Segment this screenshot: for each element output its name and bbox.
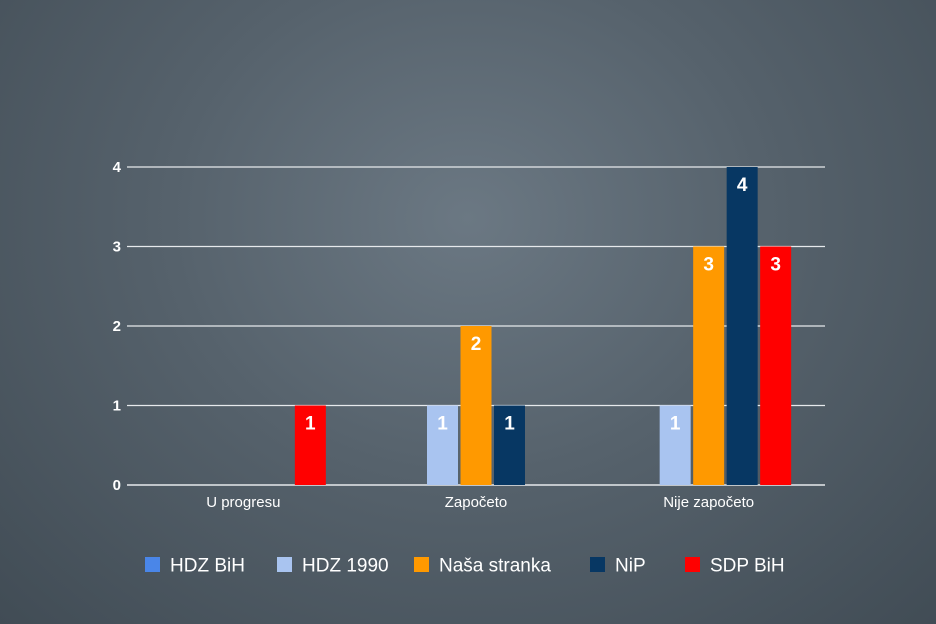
y-tick-label: 1: [113, 398, 121, 415]
x-tick-label: Nije započeto: [663, 494, 754, 511]
data-label: 3: [770, 255, 781, 276]
data-label: 1: [437, 414, 448, 435]
bars: 1 1 2 1 1 3 4 3: [294, 167, 792, 485]
bar: [760, 246, 792, 485]
legend-entry: NiP: [615, 556, 646, 577]
y-tick-label: 4: [113, 159, 122, 176]
bar: [693, 246, 725, 485]
x-tick-label: U progresu: [206, 494, 280, 511]
x-axis: U progresu Započeto Nije započeto: [206, 494, 754, 511]
data-label: 1: [504, 414, 515, 435]
data-label: 3: [703, 255, 714, 276]
bar: [294, 405, 326, 485]
legend-swatch: [685, 557, 700, 572]
x-tick-label: Započeto: [445, 494, 508, 511]
data-label: 4: [737, 175, 748, 196]
data-label: 1: [670, 414, 681, 435]
legend-swatch: [277, 557, 292, 572]
y-axis: 0 1 2 3 4: [113, 159, 122, 494]
legend: HDZ BiH HDZ 1990 Naša stranka NiP SDP BiH: [145, 556, 785, 577]
legend-entry: HDZ 1990: [302, 556, 389, 577]
data-label: 2: [471, 334, 482, 355]
y-tick-label: 2: [113, 318, 121, 335]
bar: [494, 405, 525, 485]
y-tick-label: 0: [113, 477, 121, 494]
bar: [460, 326, 492, 485]
y-tick-label: 3: [113, 239, 121, 256]
bar: [427, 405, 458, 485]
legend-entry: Naša stranka: [439, 556, 551, 577]
bar: [726, 167, 758, 485]
legend-swatch: [145, 557, 160, 572]
legend-entry: HDZ BiH: [170, 556, 245, 577]
bar: [659, 405, 691, 485]
legend-swatch: [590, 557, 605, 572]
data-label: 1: [305, 414, 316, 435]
legend-swatch: [414, 557, 429, 572]
legend-entry: SDP BiH: [710, 556, 785, 577]
